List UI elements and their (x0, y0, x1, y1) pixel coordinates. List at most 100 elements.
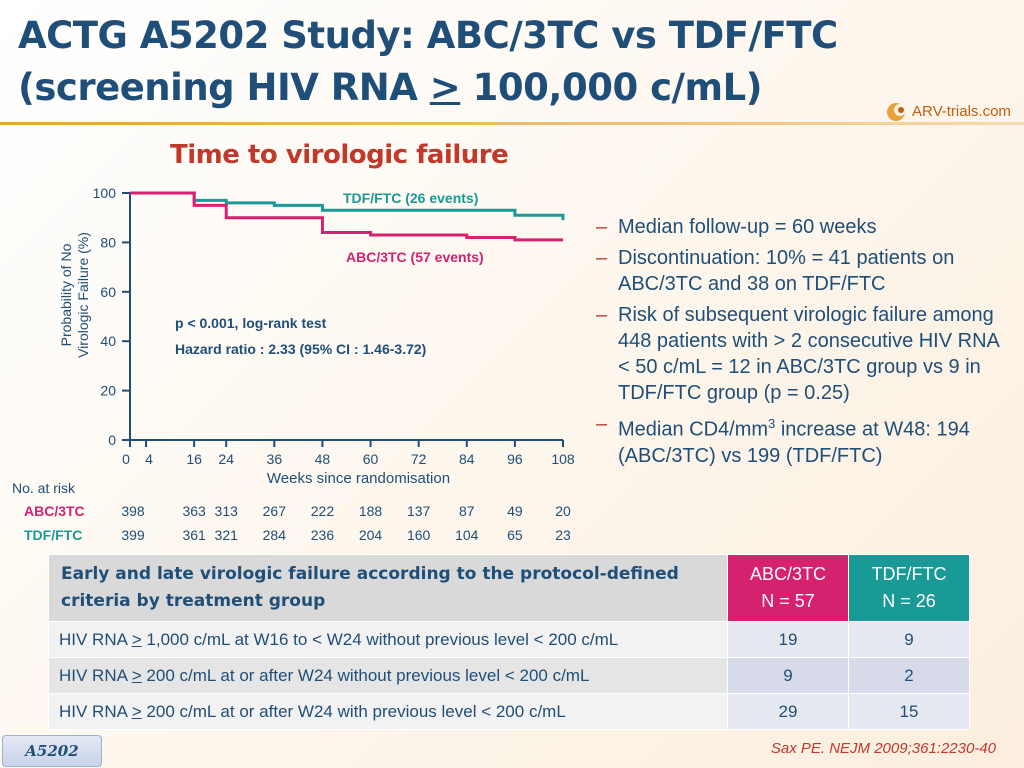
risk-row-label: TDF/FTC (24, 527, 83, 543)
table-header-row: Early and late virologic failure accordi… (48, 554, 970, 622)
y-tick-label: 60 (100, 284, 116, 300)
y-tick-label: 40 (100, 333, 116, 349)
risk-cell: 321 (214, 527, 238, 543)
cell-tdf: 2 (848, 657, 970, 694)
table-header-label: Early and late virologic failure accordi… (48, 554, 728, 622)
risk-cell: 49 (507, 503, 523, 519)
row-criterion: HIV RNA > 1,000 c/mL at W16 to < W24 wit… (48, 621, 728, 658)
x-tick-label: 4 (145, 451, 153, 467)
column-header-tdf: TDF/FTC N = 26 (848, 554, 970, 622)
logo-text: ARV-trials.com (912, 103, 1011, 120)
column-header-abc: ABC/3TC N = 57 (727, 554, 849, 622)
virologic-failure-table: Early and late virologic failure accordi… (48, 554, 970, 730)
x-tick-label: 16 (186, 451, 202, 467)
column-header-abc-name: ABC/3TC (749, 564, 827, 584)
criterion-post: 200 c/mL at or after W24 with previous l… (141, 701, 566, 721)
title-line-1: ACTG A5202 Study: ABC/3TC vs TDF/FTC (18, 14, 838, 57)
bullet-dash: – (596, 247, 608, 269)
bullet-item: – Discontinuation: 10% = 41 patients on A… (596, 245, 1006, 297)
cell-abc: 29 (727, 693, 849, 730)
risk-cell: 361 (182, 527, 206, 543)
bullet-dash: – (596, 216, 608, 238)
slide-title: ACTG A5202 Study: ABC/3TC vs TDF/FTC (sc… (18, 10, 878, 114)
geq-symbol: > (131, 629, 142, 649)
geq-symbol: > (131, 665, 142, 685)
tdf-ftc-curve (130, 191, 565, 221)
title-line-2-pre: (screening HIV RNA (18, 66, 430, 109)
risk-cell: 267 (262, 503, 286, 519)
cell-abc: 19 (727, 621, 849, 658)
title-geq-symbol: > (429, 66, 461, 109)
x-axis-label: Weeks since randomisation (267, 470, 450, 487)
bullet-list: – Median follow-up = 60 weeks – Discontinu… (596, 214, 1006, 474)
risk-row-label: ABC/3TC (24, 503, 85, 519)
bullet-text: Discontinuation: 10% = 41 patients on AB… (618, 247, 955, 295)
series-label-abc-3tc: ABC/3TC (57 events) (346, 249, 484, 265)
arv-trials-logo: ARV-trials.com (886, 100, 1016, 124)
bullet-text: Median CD4/mm (618, 418, 769, 441)
x-tick-label: 48 (315, 451, 331, 467)
risk-cell: 399 (121, 527, 145, 543)
cell-tdf: 9 (848, 621, 970, 658)
series-label-tdf-ftc: TDF/FTC (26 events) (343, 190, 478, 206)
bullet-item: – Median CD4/mm3 increase at W48: 194 (AB… (596, 411, 1006, 469)
p-value-annotation: p < 0.001, log-rank test (175, 315, 327, 331)
row-criterion: HIV RNA > 200 c/mL at or after W24 witho… (48, 657, 728, 694)
y-tick-label: 0 (108, 432, 116, 448)
risk-cell: 160 (406, 527, 431, 543)
row-criterion: HIV RNA > 200 c/mL at or after W24 with … (48, 693, 728, 730)
title-line-2: (screening HIV RNA > 100,000 c/mL) (18, 62, 878, 114)
criterion-post: 1,000 c/mL at W16 to < W24 without previ… (141, 629, 619, 649)
chart-title: Time to virologic failure (170, 140, 509, 170)
table-row: HIV RNA > 200 c/mL at or after W24 witho… (48, 657, 970, 694)
bullet-text: increase at W48: 194 (ABC/3TC) vs 199 (T… (618, 418, 970, 467)
citation: Sax PE. NEJM 2009;361:2230-40 (770, 740, 996, 757)
superscript: 3 (768, 416, 776, 431)
criterion-pre: HIV RNA (59, 629, 132, 649)
abc-3tc-curve (130, 191, 563, 242)
risk-cell: 313 (214, 503, 238, 519)
risk-cell: 87 (458, 503, 475, 519)
risk-cell: 204 (358, 527, 383, 543)
bullet-item: – Risk of subsequent virologic failure am… (596, 302, 1006, 406)
bullet-dash: – (596, 413, 608, 435)
x-tick-label: 0 (122, 451, 130, 467)
bullet-text: Median follow-up = 60 weeks (618, 216, 877, 238)
column-header-abc-n: N = 57 (761, 591, 815, 611)
table-row: HIV RNA > 1,000 c/mL at W16 to < W24 wit… (48, 621, 970, 658)
risk-cell: 222 (310, 503, 335, 519)
risk-cell: 20 (555, 503, 571, 519)
criterion-pre: HIV RNA (59, 701, 132, 721)
criterion-pre: HIV RNA (59, 665, 132, 685)
risk-cell: 188 (358, 503, 383, 519)
y-tick-label: 20 (100, 383, 116, 399)
risk-cell: 398 (121, 503, 145, 519)
geq-symbol: > (131, 701, 142, 721)
x-tick-label: 108 (551, 451, 575, 467)
bullet-item: – Median follow-up = 60 weeks (596, 214, 1006, 240)
risk-cell: 236 (310, 527, 335, 543)
cell-tdf: 15 (848, 693, 970, 730)
risk-cell: 284 (262, 527, 286, 543)
x-tick-label: 84 (459, 451, 475, 467)
risk-cell: 137 (406, 503, 431, 519)
table-row: HIV RNA > 200 c/mL at or after W24 with … (48, 693, 970, 730)
logo-mark-icon (887, 103, 906, 121)
study-tag: A5202 (2, 735, 102, 767)
criterion-post: 200 c/mL at or after W24 without previou… (141, 665, 590, 685)
title-line-2-post: 100,000 c/mL) (460, 66, 763, 109)
x-tick-label: 60 (363, 451, 379, 467)
column-header-tdf-n: N = 26 (882, 591, 936, 611)
y-tick-label: 100 (93, 185, 117, 201)
bullet-text: Risk of subsequent virologic failure amo… (618, 304, 999, 404)
risk-table-title: No. at risk (12, 480, 76, 496)
column-header-tdf-name: TDF/FTC (871, 564, 947, 584)
bullet-dash: – (596, 304, 608, 326)
risk-cell: 65 (507, 527, 523, 543)
x-tick-label: 72 (411, 451, 427, 467)
risk-cell: 363 (182, 503, 206, 519)
risk-cell: 104 (455, 527, 479, 543)
x-tick-label: 24 (218, 451, 234, 467)
cell-abc: 9 (727, 657, 849, 694)
